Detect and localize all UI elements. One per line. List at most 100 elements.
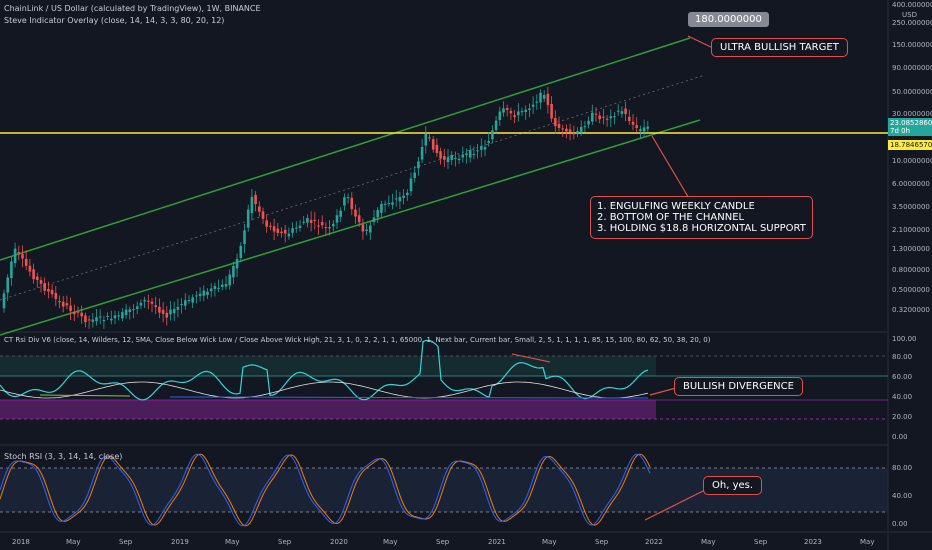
- candle-body: [10, 261, 13, 279]
- candle-body: [261, 211, 265, 219]
- candle-body: [487, 141, 490, 143]
- candle-body: [631, 121, 635, 125]
- time-tick: 2022: [645, 538, 663, 546]
- candle-body: [36, 276, 39, 280]
- candle-body: [135, 306, 139, 309]
- candle-body: [502, 108, 505, 113]
- stoch-tick: 80.00: [892, 464, 913, 472]
- candle-body: [350, 197, 354, 210]
- candle-body: [324, 227, 328, 229]
- candle-body: [457, 158, 461, 160]
- chart-title[interactable]: ChainLink / US Dollar (calculated by Tra…: [4, 4, 261, 13]
- stoch-indicator-label[interactable]: Stoch RSI (3, 3, 14, 14, close): [4, 452, 123, 461]
- time-tick: May: [542, 538, 557, 546]
- price-tick: 0.8000000: [892, 266, 930, 274]
- candles[interactable]: [2, 86, 650, 330]
- stoch-series[interactable]: [0, 453, 651, 527]
- candle-body: [550, 103, 553, 119]
- price-axis[interactable]: 400.0000000 USD 250.0000000 150.0000000 …: [888, 0, 932, 332]
- candle-body: [439, 151, 442, 159]
- candle-body: [394, 198, 398, 200]
- candle-body: [235, 258, 239, 269]
- candle-body: [147, 300, 150, 302]
- channel-lower-line[interactable]: [0, 119, 701, 336]
- bullish-divergence-box[interactable]: BULLISH DIVERGENCE: [674, 377, 803, 396]
- rsi-axis[interactable]: 100.00 80.00 60.00 40.00 20.00 0.00: [888, 332, 932, 445]
- candle-body: [73, 312, 76, 315]
- candle-body: [454, 157, 457, 159]
- candle-body: [531, 104, 535, 107]
- candle-body: [128, 309, 132, 312]
- target-price-label[interactable]: 180.0000000: [688, 12, 769, 27]
- candle-body: [6, 277, 9, 293]
- candle-body: [406, 192, 409, 196]
- time-tick: May: [860, 538, 875, 546]
- candle-body: [106, 315, 109, 317]
- candle-body: [354, 209, 357, 217]
- candle-body: [209, 288, 213, 292]
- rsi-series[interactable]: [0, 339, 649, 401]
- candle-body: [228, 274, 231, 286]
- stoch-axis[interactable]: 80.00 40.00 0.00: [888, 445, 932, 532]
- rsi-indicator-label[interactable]: CT Rsi Div V6 (close, 14, Wilders, 12, S…: [4, 336, 711, 344]
- candle-body: [306, 218, 309, 223]
- candle-body: [598, 115, 601, 120]
- candle-body: [295, 227, 298, 229]
- candle-body: [579, 127, 583, 133]
- rsi-overbought-band: [0, 356, 656, 376]
- candle-body: [365, 229, 368, 231]
- candle-body: [258, 206, 261, 212]
- candle-body: [143, 299, 146, 302]
- candle-body: [605, 118, 609, 120]
- candle-body: [361, 224, 365, 232]
- overlay-indicator-label[interactable]: Steve Indicator Overlay (close, 14, 14, …: [4, 16, 225, 25]
- candle-body: [628, 116, 631, 122]
- candle-body: [468, 150, 472, 158]
- price-tick: 10.0000000: [892, 157, 932, 165]
- candle-body: [69, 305, 72, 312]
- reasons-box[interactable]: 1. ENGULFING WEEKLY CANDLE 2. BOTTOM OF …: [590, 196, 813, 239]
- candle-body: [542, 95, 546, 99]
- candle-body: [76, 311, 80, 313]
- candle-body: [613, 116, 616, 118]
- candle-body: [435, 144, 439, 154]
- candle-body: [24, 258, 28, 266]
- candle-body: [87, 319, 91, 321]
- candle-body: [98, 316, 102, 318]
- price-axis-currency: USD: [902, 11, 917, 19]
- candle-body: [561, 128, 564, 130]
- candle-body: [272, 226, 276, 232]
- stoch-note-box[interactable]: Oh, yes.: [703, 476, 763, 495]
- candle-body: [620, 111, 624, 114]
- candle-body: [121, 312, 124, 319]
- time-tick: Sep: [754, 538, 768, 546]
- time-tick: May: [66, 538, 81, 546]
- candle-body: [276, 228, 280, 233]
- candle-body: [413, 172, 416, 178]
- time-tick: 2023: [804, 538, 822, 546]
- candle-body: [169, 309, 172, 315]
- price-tick: 0.3200000: [892, 306, 930, 314]
- time-tick: Sep: [119, 538, 133, 546]
- channel-upper-line[interactable]: [0, 37, 691, 261]
- candle-body: [132, 309, 135, 311]
- reason-item: 2. BOTTOM OF THE CHANNEL: [597, 212, 745, 223]
- candle-body: [376, 210, 379, 218]
- candle-body: [110, 318, 113, 321]
- candle-body: [524, 109, 527, 113]
- time-tick: Sep: [278, 538, 292, 546]
- candle-body: [302, 221, 305, 223]
- candle-body: [202, 290, 206, 296]
- candle-body: [58, 301, 61, 303]
- candle-body: [283, 229, 287, 234]
- candle-body: [505, 108, 509, 110]
- candle-body: [387, 203, 391, 205]
- candle-body: [480, 146, 483, 150]
- candle-body: [191, 297, 194, 303]
- candle-body: [239, 245, 243, 259]
- ultra-bullish-target-box[interactable]: ULTRA BULLISH TARGET: [711, 38, 848, 57]
- candle-body: [642, 127, 646, 132]
- candle-body: [332, 223, 335, 227]
